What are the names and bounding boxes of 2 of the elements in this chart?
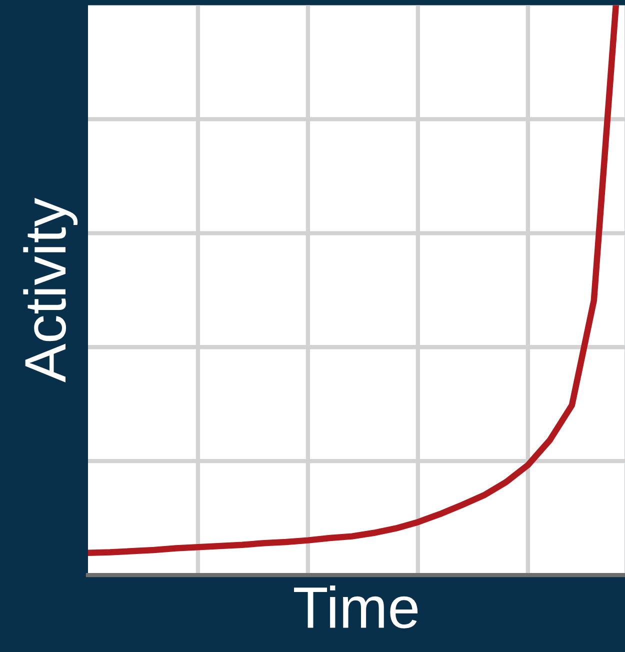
y-axis-title: Activity (23, 198, 78, 382)
x-axis-title: Time (294, 585, 418, 628)
